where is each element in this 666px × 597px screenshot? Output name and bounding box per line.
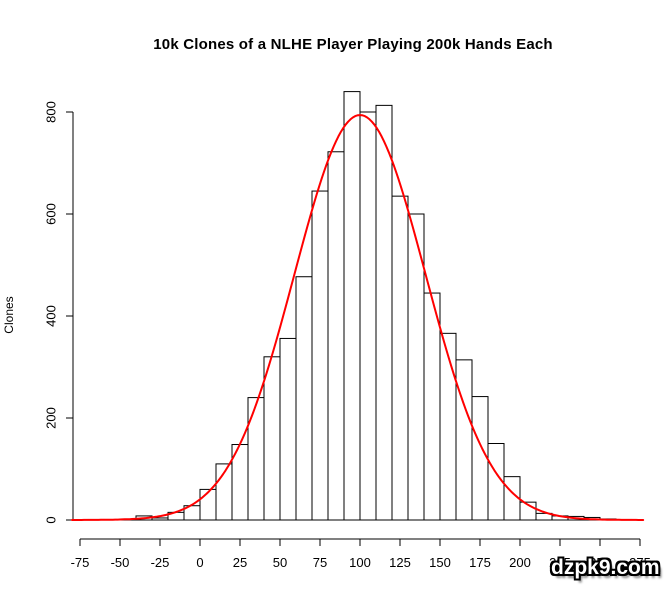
y-tick-label: 400 xyxy=(43,305,58,327)
x-tick-label: -50 xyxy=(111,555,130,570)
x-tick-label: 125 xyxy=(389,555,411,570)
histogram-bar xyxy=(439,332,457,521)
histogram-bar xyxy=(359,111,377,521)
y-tick-label: 0 xyxy=(43,516,58,523)
x-tick-label: 0 xyxy=(196,555,203,570)
histogram-bar xyxy=(343,91,361,521)
histogram-bar xyxy=(455,359,473,521)
histogram-bar xyxy=(375,104,393,521)
x-tick-label: -75 xyxy=(71,555,90,570)
x-tick-label: 275 xyxy=(629,555,651,570)
histogram-bar xyxy=(471,396,489,521)
normal-curve xyxy=(71,114,645,521)
watermark: dzpk9.com xyxy=(551,556,660,579)
x-tick-label: 150 xyxy=(429,555,451,570)
x-tick-label: 50 xyxy=(273,555,287,570)
x-tick-label: 25 xyxy=(233,555,247,570)
x-tick-label: -25 xyxy=(151,555,170,570)
x-tick-label: 75 xyxy=(313,555,327,570)
histogram-bar xyxy=(247,397,265,521)
histogram-bar xyxy=(423,292,441,521)
x-tick-label: 250 xyxy=(589,555,611,570)
x-tick-label: 200 xyxy=(509,555,531,570)
histogram-bar xyxy=(311,190,329,521)
histogram-bar xyxy=(391,195,409,521)
x-tick-label: 225 xyxy=(549,555,571,570)
histogram-bar xyxy=(263,356,281,521)
y-tick-label: 200 xyxy=(43,407,58,429)
histogram-bar xyxy=(295,276,313,521)
histogram-bar xyxy=(279,337,297,521)
y-tick-label: 800 xyxy=(43,101,58,123)
histogram-bar xyxy=(151,517,169,521)
chart-title: 10k Clones of a NLHE Player Playing 200k… xyxy=(153,36,553,53)
x-tick-label: 100 xyxy=(349,555,371,570)
x-tick-label: 175 xyxy=(469,555,491,570)
histogram-bar xyxy=(199,488,217,521)
histogram-bar xyxy=(327,151,345,521)
y-tick-label: 600 xyxy=(43,203,58,225)
